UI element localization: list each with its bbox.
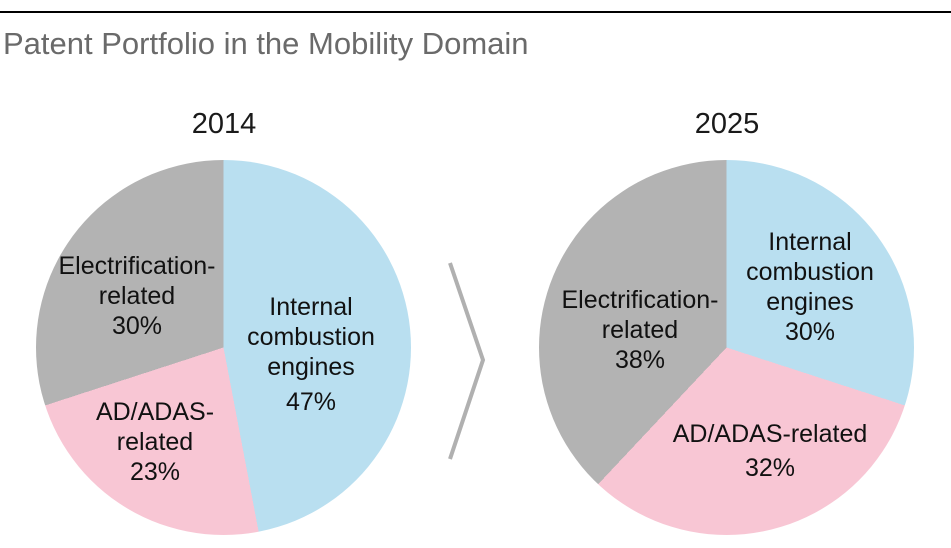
chevron-right-icon	[448, 262, 486, 460]
slice-label-2025-adas: AD/ADAS-related 32%	[673, 417, 868, 485]
slice-label-line: Internal	[269, 293, 353, 321]
slice-label-line: AD/ADAS-related	[672, 420, 868, 448]
slice-percent: 32%	[744, 454, 796, 482]
chevron-right-stroke	[448, 262, 486, 460]
slice-label-line: Internal	[768, 228, 852, 256]
slice-label-2014-electrification: Electrification- related 30%	[59, 251, 216, 341]
slice-label-line: related	[116, 428, 194, 456]
slice-label-line: related	[98, 282, 176, 310]
year-label-2025: 2025	[694, 108, 760, 140]
slice-label-line: engines	[766, 288, 854, 316]
top-border-line	[0, 11, 951, 13]
slice-percent: 30%	[111, 312, 163, 340]
slice-label-line: Electrification-	[561, 286, 719, 314]
slice-label-2014-ice: Internal combustion engines 47%	[247, 292, 375, 417]
slice-label-line: combustion	[746, 258, 874, 286]
slice-label-line: Electrification-	[58, 252, 216, 280]
slice-percent: 38%	[614, 346, 666, 374]
slice-label-line: AD/ADAS-	[95, 398, 215, 426]
slice-label-line: combustion	[247, 323, 375, 351]
pie-2025	[539, 160, 914, 535]
slice-percent: 23%	[129, 458, 181, 486]
pie-2014	[36, 160, 411, 535]
slice-label-line: engines	[267, 353, 355, 381]
slice-percent: 30%	[784, 318, 836, 346]
year-label-2014: 2014	[191, 108, 257, 140]
slice-percent: 47%	[285, 388, 337, 416]
slice-label-2014-adas: AD/ADAS- related 23%	[96, 397, 214, 487]
figure-title: Patent Portfolio in the Mobility Domain	[3, 26, 529, 61]
slice-label-2025-ice: Internal combustion engines 30%	[746, 227, 874, 347]
slice-label-2025-electrification: Electrification- related 38%	[562, 285, 719, 375]
slice-label-line: related	[601, 316, 679, 344]
